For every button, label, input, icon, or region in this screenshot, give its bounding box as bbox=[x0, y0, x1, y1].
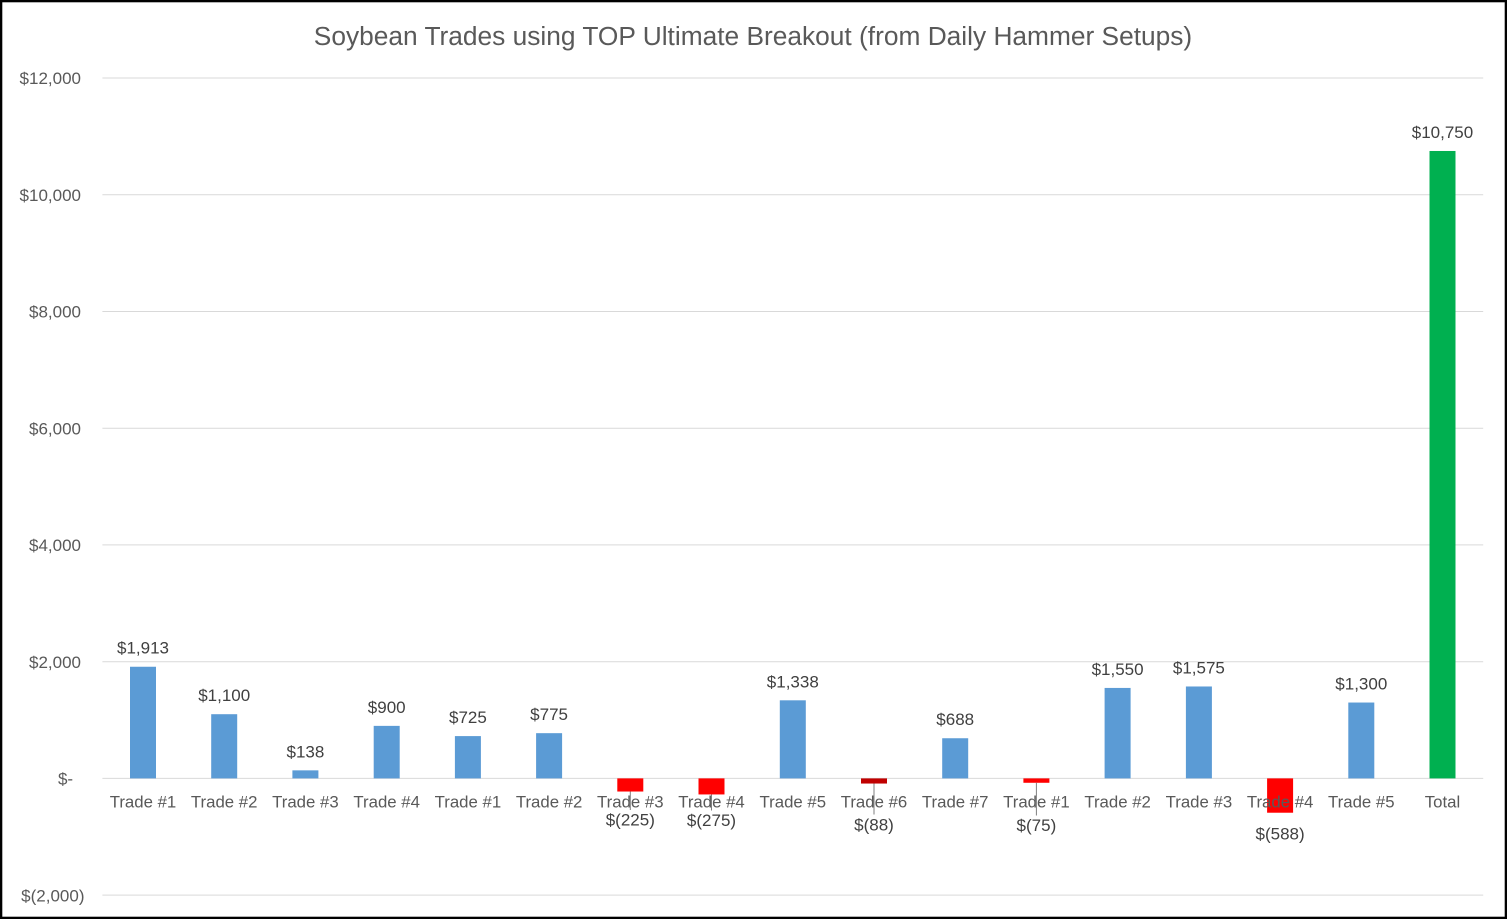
svg-text:$775: $775 bbox=[530, 705, 568, 724]
svg-text:$(2,000): $(2,000) bbox=[21, 886, 84, 905]
svg-text:Trade #2: Trade #2 bbox=[191, 792, 258, 811]
svg-text:$725: $725 bbox=[449, 708, 487, 727]
svg-text:Trade #5: Trade #5 bbox=[760, 792, 827, 811]
svg-text:$138: $138 bbox=[286, 742, 324, 761]
svg-text:$1,300: $1,300 bbox=[1335, 675, 1387, 694]
svg-text:Trade #7: Trade #7 bbox=[922, 792, 989, 811]
svg-text:Trade #3: Trade #3 bbox=[597, 792, 664, 811]
svg-text:$1,100: $1,100 bbox=[198, 686, 250, 705]
svg-text:Trade #2: Trade #2 bbox=[1084, 792, 1151, 811]
svg-text:$8,000: $8,000 bbox=[29, 303, 81, 322]
svg-text:$900: $900 bbox=[368, 698, 406, 717]
svg-text:Trade #5: Trade #5 bbox=[1328, 792, 1395, 811]
svg-text:$688: $688 bbox=[936, 710, 974, 729]
svg-text:$12,000: $12,000 bbox=[20, 69, 81, 88]
svg-text:Total: Total bbox=[1425, 792, 1460, 811]
svg-text:$1,338: $1,338 bbox=[767, 672, 819, 691]
svg-text:$4,000: $4,000 bbox=[29, 536, 81, 555]
svg-text:Soybean Trades using TOP Ultim: Soybean Trades using TOP Ultimate Breako… bbox=[314, 21, 1192, 51]
svg-text:$6,000: $6,000 bbox=[29, 419, 81, 438]
svg-text:Trade #4: Trade #4 bbox=[1247, 792, 1314, 811]
svg-text:$1,913: $1,913 bbox=[117, 639, 169, 658]
svg-text:$(275): $(275) bbox=[687, 811, 736, 830]
svg-text:Trade #3: Trade #3 bbox=[1166, 792, 1233, 811]
svg-text:$10,000: $10,000 bbox=[20, 186, 81, 205]
svg-text:Trade #3: Trade #3 bbox=[272, 792, 339, 811]
svg-text:$10,750: $10,750 bbox=[1412, 123, 1473, 142]
svg-text:$(588): $(588) bbox=[1256, 825, 1305, 844]
svg-text:Trade #4: Trade #4 bbox=[678, 792, 745, 811]
svg-text:$1,550: $1,550 bbox=[1092, 660, 1144, 679]
svg-text:$-: $- bbox=[58, 770, 73, 789]
svg-text:$(88): $(88) bbox=[854, 816, 894, 835]
svg-text:Trade #1: Trade #1 bbox=[110, 792, 177, 811]
svg-text:$(75): $(75) bbox=[1017, 816, 1057, 835]
svg-text:Trade #1: Trade #1 bbox=[435, 792, 502, 811]
svg-text:Trade #6: Trade #6 bbox=[841, 792, 908, 811]
svg-text:$(225): $(225) bbox=[606, 811, 655, 830]
svg-text:Trade #4: Trade #4 bbox=[353, 792, 420, 811]
svg-text:$1,575: $1,575 bbox=[1173, 659, 1225, 678]
svg-text:Trade #1: Trade #1 bbox=[1003, 792, 1070, 811]
svg-text:$2,000: $2,000 bbox=[29, 653, 81, 672]
svg-text:Trade #2: Trade #2 bbox=[516, 792, 583, 811]
